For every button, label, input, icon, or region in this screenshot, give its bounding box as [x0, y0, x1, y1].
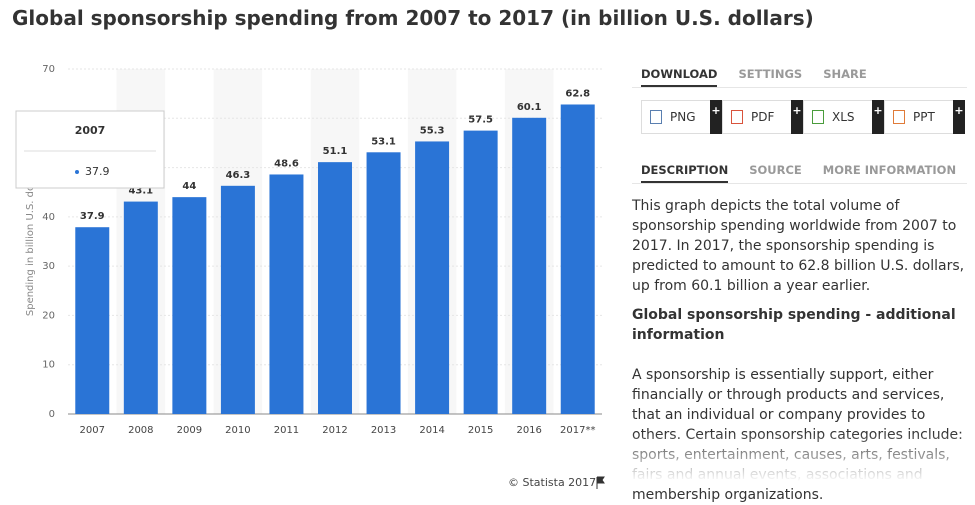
- value-label: 62.8: [565, 88, 590, 99]
- download-button[interactable]: XLS +: [803, 100, 884, 134]
- tooltip-dot: [75, 170, 79, 174]
- value-label: 53.1: [371, 136, 396, 147]
- download-buttons: PNG + PDF + XLS + PPT +: [641, 100, 967, 134]
- button-label: XLS: [832, 110, 855, 124]
- icon: [731, 110, 743, 124]
- button-label: PNG: [670, 110, 696, 124]
- x-tick-label: 2010: [225, 425, 250, 436]
- page-title: Global sponsorship spending from 2007 to…: [12, 6, 814, 30]
- info-tabs: DESCRIPTION SOURCE MORE INFORMATION: [632, 158, 967, 184]
- tab[interactable]: SETTINGS: [738, 67, 803, 81]
- body: Global sponsorship spending from 2007 to…: [12, 6, 967, 503]
- download-tabs: DOWNLOAD SETTINGS SHARE: [632, 62, 967, 88]
- bar: [172, 197, 207, 414]
- value-label: 57.5: [468, 115, 493, 126]
- value-label: 55.3: [420, 125, 445, 136]
- x-tick-label: 2007: [80, 425, 105, 436]
- value-label: 44: [182, 181, 196, 192]
- y-tick-label: 20: [42, 310, 55, 321]
- value-label: 60.1: [517, 102, 542, 113]
- x-tick-label: 2017**: [560, 425, 595, 436]
- tooltip-box: [15, 110, 165, 189]
- tab[interactable]: SHARE: [823, 67, 867, 81]
- x-tick-label: 2008: [128, 425, 153, 436]
- x-tick-label: 2013: [371, 425, 396, 436]
- x-tick-label: 2009: [177, 425, 202, 436]
- x-tick-label: 2016: [516, 425, 541, 436]
- y-axis-label: Spending in billion U.S. dollars: [25, 164, 36, 316]
- value-label: 48.6: [274, 158, 299, 169]
- y-tick-label: 30: [42, 261, 55, 272]
- tab[interactable]: MORE INFORMATION: [822, 163, 957, 177]
- bar: [560, 104, 595, 414]
- download-button[interactable]: PPT +: [884, 100, 965, 134]
- plus: +: [710, 100, 722, 134]
- section-heading: Global sponsorship spending - additional…: [632, 307, 956, 343]
- bar: [366, 152, 401, 415]
- y-tick-label: 10: [42, 360, 55, 371]
- bar: [269, 174, 304, 414]
- plus: +: [791, 100, 803, 134]
- bar: [220, 185, 255, 414]
- side-panel: DOWNLOAD SETTINGS SHARE PNG + PDF + XLS + P…: [632, 62, 967, 505]
- x-tick-label: 2014: [419, 425, 444, 436]
- plus: +: [872, 100, 884, 134]
- copyright: © Statista 2017: [508, 476, 596, 489]
- bar: [415, 141, 450, 414]
- icon: [812, 110, 824, 124]
- tab[interactable]: SOURCE: [749, 163, 802, 177]
- value-label: 37.9: [80, 211, 105, 222]
- tab[interactable]: DESCRIPTION: [641, 158, 729, 183]
- y-tick-label: 0: [49, 409, 55, 420]
- x-tick-label: 2012: [322, 425, 347, 436]
- description: This graph depicts the total volume of s…: [632, 198, 965, 294]
- button-label: PPT: [913, 110, 935, 124]
- icon: [650, 110, 662, 124]
- page: {"chart_data": {"type": "bar", "title": …: [12, 6, 967, 503]
- x-tick-label: 2015: [468, 425, 493, 436]
- download-button[interactable]: PDF +: [722, 100, 803, 134]
- tab[interactable]: DOWNLOAD: [641, 62, 718, 87]
- plus: +: [953, 100, 965, 134]
- download-button[interactable]: PNG +: [641, 100, 722, 134]
- tooltip-value: 37.9: [85, 165, 110, 178]
- tooltip-title: 2007: [75, 124, 106, 137]
- bar: [512, 117, 547, 415]
- bar: [318, 162, 352, 414]
- bar: [463, 130, 498, 414]
- icon: [893, 110, 905, 124]
- y-tick-label: 70: [42, 64, 55, 75]
- x-tick-label: 2011: [274, 425, 299, 436]
- value-label: 46.3: [226, 170, 251, 181]
- fade: [632, 432, 967, 482]
- button-label: PDF: [751, 110, 775, 124]
- value-label: 43.1: [128, 186, 153, 197]
- flag-icon: [596, 476, 605, 489]
- value-label: 51.1: [323, 146, 348, 157]
- bar: [75, 227, 110, 414]
- bar: [123, 201, 158, 414]
- y-tick-label: 40: [42, 212, 55, 223]
- chart: Spending in billion U.S. dollars 0 10 20 30…: [15, 64, 605, 489]
